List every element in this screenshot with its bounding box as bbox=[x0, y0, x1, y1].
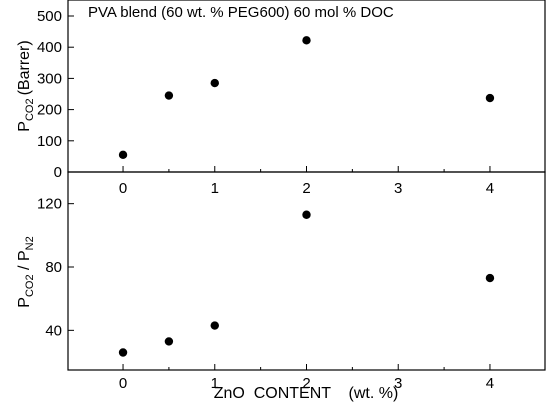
top-data-point bbox=[118, 150, 128, 160]
bottom-x-tick-label: 0 bbox=[119, 375, 127, 392]
bottom-x-tick-label: 2 bbox=[302, 375, 310, 392]
top-data-point bbox=[302, 36, 311, 45]
bottom-data-point bbox=[164, 337, 174, 346]
bottom-data-point bbox=[118, 348, 128, 357]
top-y-tick-label: 200 bbox=[37, 102, 62, 119]
top-x-tick-label: 3 bbox=[394, 180, 402, 197]
bottom-y-label-sub1: CO2 bbox=[24, 274, 36, 297]
chart-title: PVA blend (60 wt. % PEG600) 60 mol % DOC bbox=[88, 4, 394, 21]
top-y-axis-label: PCO2 (Barrer) bbox=[16, 40, 36, 131]
bottom-y-label-sep: / P bbox=[16, 250, 33, 274]
top-y-label-sub: CO2 bbox=[24, 98, 36, 121]
top-y-tick-label: 500 bbox=[37, 8, 62, 25]
bottom-data-point bbox=[485, 273, 495, 283]
bottom-x-tick-label: 3 bbox=[394, 375, 402, 392]
top-y-tick-label: 100 bbox=[37, 133, 62, 150]
top-y-tick-label: 400 bbox=[37, 39, 62, 56]
top-y-tick-label: 0 bbox=[54, 164, 62, 181]
bottom-data-point bbox=[210, 321, 219, 330]
bottom-x-tick-label: 4 bbox=[486, 375, 494, 392]
bottom-data-point bbox=[302, 210, 311, 219]
top-x-tick-label: 4 bbox=[486, 180, 494, 197]
top-data-point bbox=[210, 78, 219, 88]
bottom-y-axis-label: PCO2 / PN2 bbox=[16, 236, 36, 307]
bottom-y-label-sub2: N2 bbox=[24, 236, 36, 250]
top-x-tick-label: 2 bbox=[302, 180, 310, 197]
x-axis-label: ZnO CONTENT (wt. %) bbox=[214, 385, 399, 402]
top-panel-frame bbox=[67, 0, 546, 173]
top-x-tick-label: 0 bbox=[119, 180, 127, 197]
bottom-x-tick-label: 1 bbox=[211, 375, 219, 392]
bottom-panel-frame bbox=[67, 171, 546, 371]
bottom-y-tick-label: 80 bbox=[45, 259, 62, 276]
top-data-point bbox=[485, 93, 495, 103]
chart-marks: 0 100 200 300 400 500 0 1 2 3 4 40 80 120 0 1 2 3 4 bbox=[37, 8, 495, 392]
bottom-y-label-p1: P bbox=[16, 297, 33, 308]
top-x-tick-label: 1 bbox=[211, 180, 219, 197]
bottom-y-tick-label: 40 bbox=[45, 322, 62, 339]
bottom-y-tick-label: 120 bbox=[37, 196, 62, 213]
top-y-tick-label: 300 bbox=[37, 70, 62, 87]
top-y-label-unit: (Barrer) bbox=[16, 40, 33, 95]
top-data-point bbox=[164, 91, 174, 100]
top-y-label-p: P bbox=[16, 121, 33, 132]
